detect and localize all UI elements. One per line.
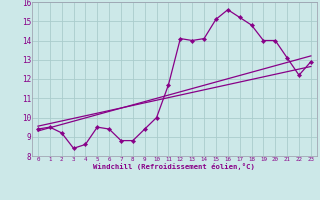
- X-axis label: Windchill (Refroidissement éolien,°C): Windchill (Refroidissement éolien,°C): [93, 163, 255, 170]
